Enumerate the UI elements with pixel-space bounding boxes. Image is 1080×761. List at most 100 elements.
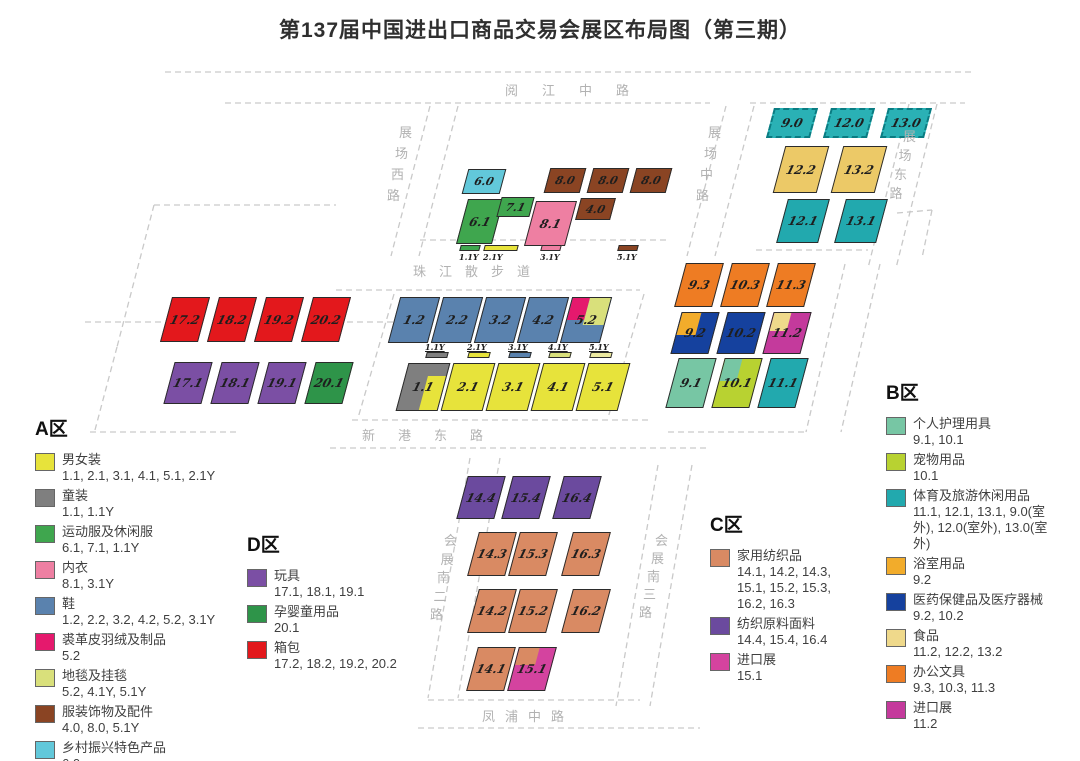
legend-item-codes: 9.2 xyxy=(913,572,932,587)
legend-item-codes: 20.1 xyxy=(274,620,300,635)
hall-label: 12.2 xyxy=(784,162,818,177)
legend-item-codes: 外), 12.0(室外), 13.0(室 xyxy=(913,520,1048,535)
legend-item: 宠物用品 10.1 xyxy=(886,452,1078,484)
legend-item-text: 乡村振兴特色产品6.0 xyxy=(62,740,166,761)
legend-item-text: 个人护理用具 9.1, 10.1 xyxy=(913,416,991,448)
legend-item-text: 宠物用品 10.1 xyxy=(913,452,965,484)
hall-4.0: 4.0 xyxy=(575,198,616,220)
legend-item-name: 进口展 xyxy=(913,700,953,715)
hall-label: 17.2 xyxy=(168,312,202,327)
legend-item-name: 个人护理用具 xyxy=(913,416,992,431)
road-label-xingang: 新港东路 xyxy=(362,428,507,443)
legend-item-codes: 6.0 xyxy=(62,756,166,761)
legend-item-name: 男女装 xyxy=(62,452,102,467)
legend-item: 乡村振兴特色产品6.0 xyxy=(35,740,245,761)
legend-color-swatch xyxy=(886,417,906,435)
legend-color-swatch xyxy=(886,489,906,507)
legend-item-codes: 9.2, 10.2 xyxy=(913,608,964,623)
legend-color-swatch xyxy=(710,617,730,635)
legend-item-codes: 5.2 xyxy=(62,648,81,663)
legend-color-swatch xyxy=(35,489,55,507)
legend-item: 内衣 8.1, 3.1Y xyxy=(35,560,245,592)
legend-item-name: 玩具 xyxy=(274,568,301,583)
hall-label: 8.1 xyxy=(538,216,563,231)
strip-hall-1.1Y xyxy=(459,245,481,251)
strip-hall-5.1Y xyxy=(589,352,613,358)
legend-item-text: 进口展 15.1 xyxy=(737,652,776,684)
hall-8.0c: 8.0 xyxy=(629,168,673,193)
legend-color-swatch xyxy=(247,569,267,587)
hall-label: 15.2 xyxy=(516,604,550,618)
hall-label: 20.1 xyxy=(312,376,346,390)
legend-item: 体育及旅游休闲用品 11.1, 12.1, 13.1, 9.0(室 外), 12.0… xyxy=(886,488,1078,552)
hall-label: 13.1 xyxy=(844,214,878,228)
hall-label: 8.0 xyxy=(639,174,663,187)
hall-label: 10.3 xyxy=(728,278,762,292)
legend-color-swatch xyxy=(35,453,55,471)
legend-item-codes: 11.1, 12.1, 13.1, 9.0(室 xyxy=(913,504,1046,519)
legend-item: 童装 1.1, 1.1Y xyxy=(35,488,245,520)
legend-item: 进口展 11.2 xyxy=(886,700,1078,732)
legend-item-codes: 16.2, 16.3 xyxy=(737,596,795,611)
legend-item-name: 孕婴童用品 xyxy=(274,604,340,619)
strip-hall-2.1Y xyxy=(467,352,491,358)
hall-label: 19.2 xyxy=(262,312,296,327)
legend-item-codes: 15.1 xyxy=(737,668,763,683)
legend-zone-D: D区 玩具 17.1, 18.1, 19.1 孕婴童用品 20.1 箱包 17.2, 18.… xyxy=(247,530,442,676)
hall-8.0b: 8.0 xyxy=(586,168,630,193)
hall-label: 14.2 xyxy=(475,604,509,618)
legend-item-name: 宠物用品 xyxy=(913,452,966,467)
legend-item-codes: 14.1, 14.2, 14.3, xyxy=(737,564,831,579)
legend-item: 男女装 1.1, 2.1, 3.1, 4.1, 5.1, 2.1Y xyxy=(35,452,245,484)
hall-label: 4.2 xyxy=(530,313,556,327)
legend-item-name: 地毯及挂毯 xyxy=(62,668,128,683)
strip-hall-label: 2.1Y xyxy=(467,342,487,352)
legend-item-codes: 10.1 xyxy=(913,468,939,483)
strip-hall-label: 5.1Y xyxy=(617,252,637,262)
legend-color-swatch xyxy=(35,561,55,579)
strip-hall-label: 1.1Y xyxy=(459,252,479,262)
hall-label: 16.3 xyxy=(569,547,603,561)
hall-label: 9.3 xyxy=(686,278,712,292)
legend-color-swatch xyxy=(886,629,906,647)
legend-item-codes: 17.2, 18.2, 19.2, 20.2 xyxy=(274,656,397,671)
hall-label: 17.1 xyxy=(171,376,205,390)
legend-item-codes: 4.0, 8.0, 5.1Y xyxy=(62,720,140,735)
legend-item-name: 童装 xyxy=(62,488,89,503)
legend-color-swatch xyxy=(886,593,906,611)
strip-hall-label: 4.1Y xyxy=(548,342,568,352)
legend-color-swatch xyxy=(35,741,55,759)
strip-hall-2.1Y xyxy=(483,245,519,251)
hall-label: 15.4 xyxy=(509,490,543,505)
legend-item-text: 家用纺织品 14.1, 14.2, 14.3, 15.1, 15.2, 15.3, 1… xyxy=(737,548,831,612)
hall-label: 3.1 xyxy=(500,380,526,394)
legend-zone-title: C区 xyxy=(710,515,743,536)
hall-label: 4.1 xyxy=(545,380,571,394)
legend-item: 办公文具 9.3, 10.3, 11.3 xyxy=(886,664,1078,696)
legend-item-text: 食品 11.2, 12.2, 13.2 xyxy=(913,628,1002,660)
hall-label: 4.0 xyxy=(584,202,607,216)
strip-hall-label: 5.1Y xyxy=(589,342,609,352)
legend-item-codes: 17.1, 18.1, 19.1 xyxy=(274,584,365,599)
legend-item-text: 体育及旅游休闲用品 11.1, 12.1, 13.1, 9.0(室 外), 12.0… xyxy=(913,488,1047,552)
legend-item-text: 服装饰物及配件 4.0, 8.0, 5.1Y xyxy=(62,704,153,736)
legend-color-swatch xyxy=(886,665,906,683)
legend-item-codes: 5.2, 4.1Y, 5.1Y xyxy=(62,684,147,699)
legend-item-text: 地毯及挂毯 5.2, 4.1Y, 5.1Y xyxy=(62,668,146,700)
hall-label: 1.1 xyxy=(410,380,436,394)
legend-color-swatch xyxy=(710,549,730,567)
legend-item-name: 办公文具 xyxy=(913,664,966,679)
hall-label: 16.2 xyxy=(569,604,603,618)
legend-item-text: 医药保健品及医疗器械 9.2, 10.2 xyxy=(913,592,1043,624)
legend-item: 运动服及休闲服 6.1, 7.1, 1.1Y xyxy=(35,524,245,556)
hall-label: 1.2 xyxy=(401,313,427,327)
hall-label: 15.3 xyxy=(516,547,550,561)
legend-item-codes: 9.1, 10.1 xyxy=(913,432,964,447)
hall-label: 13.2 xyxy=(842,162,876,177)
strip-hall-label: 2.1Y xyxy=(483,252,503,262)
legend-item: 鞋 1.2, 2.2, 3.2, 4.2, 5.2, 3.1Y xyxy=(35,596,245,628)
legend-color-swatch xyxy=(35,633,55,651)
road-label-fengpu: 凤浦中路 xyxy=(482,709,575,724)
legend-zone-title: D区 xyxy=(247,535,280,556)
legend-zone-title: B区 xyxy=(886,383,919,404)
